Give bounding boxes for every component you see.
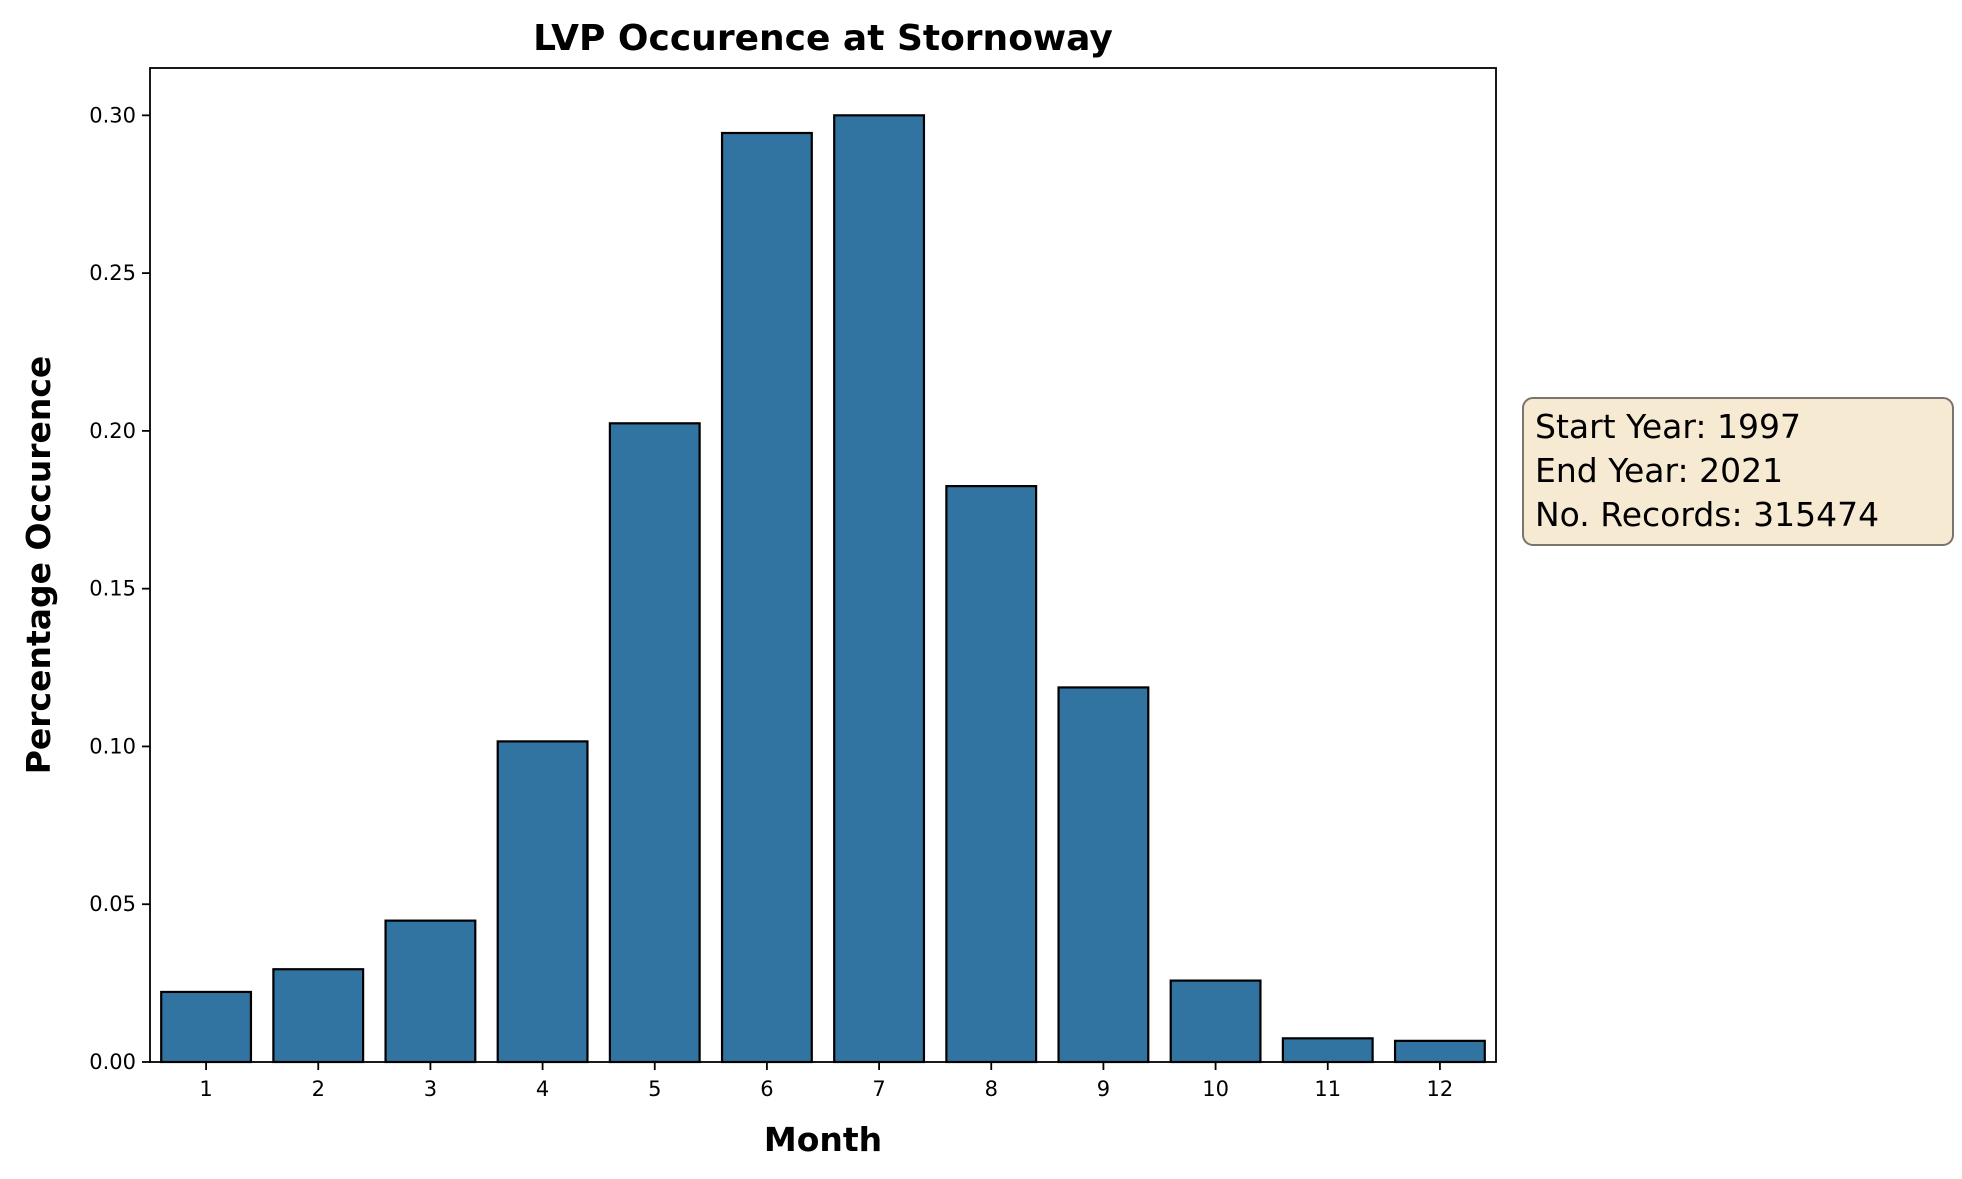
x-tick-label: 7 bbox=[872, 1077, 885, 1101]
end-year-text: End Year: 2021 bbox=[1535, 451, 1783, 490]
y-tick-label: 0.10 bbox=[89, 734, 136, 758]
records-text: No. Records: 315474 bbox=[1535, 495, 1879, 534]
y-tick-label: 0.30 bbox=[89, 103, 136, 127]
bar-month-5 bbox=[608, 422, 701, 1064]
bar-month-1 bbox=[160, 990, 253, 1064]
bar-month-9 bbox=[1057, 686, 1150, 1064]
y-axis-label: Percentage Occurence bbox=[19, 356, 58, 775]
bar-month-6 bbox=[720, 131, 813, 1064]
bar-month-2 bbox=[272, 968, 365, 1064]
bar-month-11 bbox=[1281, 1037, 1374, 1064]
bar-month-4 bbox=[496, 740, 589, 1064]
y-tick-label: 0.05 bbox=[89, 892, 136, 916]
bar-month-12 bbox=[1393, 1039, 1486, 1064]
x-axis-label: Month bbox=[764, 1120, 882, 1159]
y-tick-label: 0.20 bbox=[89, 419, 136, 443]
x-tick-label: 3 bbox=[424, 1077, 437, 1101]
info-box-background bbox=[1522, 397, 1954, 546]
x-tick-label: 5 bbox=[648, 1077, 661, 1101]
x-tick-label: 2 bbox=[312, 1077, 325, 1101]
y-tick-label: 0.25 bbox=[89, 261, 136, 285]
x-tick-label: 8 bbox=[985, 1077, 998, 1101]
y-tick-label: 0.00 bbox=[89, 1050, 136, 1074]
bar-month-10 bbox=[1169, 979, 1262, 1064]
info-box: Start Year: 1997 End Year: 2021 No. Reco… bbox=[1522, 397, 1954, 546]
x-axis: 1 2 3 4 5 6 7 8 9 10 11 12 bbox=[199, 1062, 1453, 1101]
x-tick-label: 1 bbox=[199, 1077, 212, 1101]
x-tick-label: 6 bbox=[760, 1077, 773, 1101]
bar-month-7 bbox=[833, 114, 926, 1064]
x-tick-label: 9 bbox=[1097, 1077, 1110, 1101]
plot-frame bbox=[149, 67, 1497, 1063]
x-tick-label: 12 bbox=[1427, 1077, 1454, 1101]
y-axis: 0.00 0.05 0.10 0.15 0.20 0.25 0.30 bbox=[89, 103, 150, 1074]
bar-month-8 bbox=[945, 485, 1038, 1064]
y-tick-label: 0.15 bbox=[89, 577, 136, 601]
x-tick-label: 10 bbox=[1202, 1077, 1229, 1101]
x-tick-label: 11 bbox=[1314, 1077, 1341, 1101]
bars bbox=[160, 114, 1486, 1064]
x-tick-label: 4 bbox=[536, 1077, 549, 1101]
bar-month-3 bbox=[384, 919, 477, 1064]
start-year-text: Start Year: 1997 bbox=[1535, 407, 1801, 446]
chart-title: LVP Occurence at Stornoway bbox=[533, 18, 1113, 59]
